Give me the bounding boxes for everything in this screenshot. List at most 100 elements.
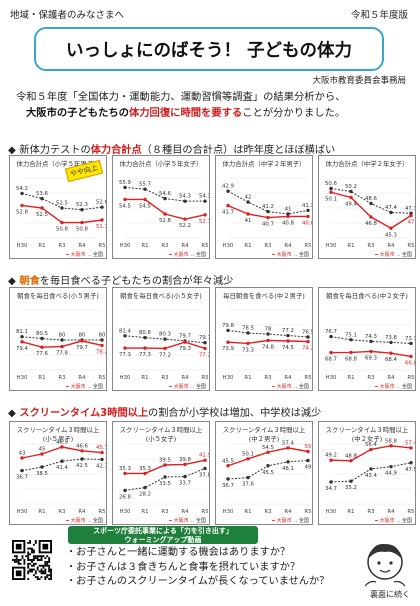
x-tick-label: H30 [17, 509, 28, 515]
data-point [183, 462, 187, 467]
data-label: 41.2 [262, 204, 274, 210]
legend-osaka: ━ 大阪市 [374, 251, 395, 258]
data-point [183, 474, 187, 479]
data-label: 47.3 [405, 206, 416, 212]
data-point [20, 456, 24, 460]
data-label: 26.8 [119, 494, 132, 500]
chart-title: スクリーンタイム３時間以上(小５女子) [119, 426, 203, 443]
data-label: 79.4 [16, 346, 29, 352]
x-tick-label: R1 [244, 509, 251, 515]
data-label: 42 [245, 195, 252, 201]
x-tick-label: R3 [367, 375, 374, 381]
data-point [329, 186, 333, 191]
data-label: 45 [39, 447, 46, 453]
data-label: 81.1 [16, 329, 28, 335]
chart-title: 体力合計点（中学２年女子） [325, 160, 409, 168]
x-tick-label: R5 [304, 243, 311, 249]
data-point [163, 346, 167, 351]
x-tick-label: R1 [141, 509, 148, 515]
data-label: 41.4 [56, 465, 69, 471]
data-point [306, 214, 310, 219]
data-label: 43.4 [365, 473, 378, 479]
data-point [409, 213, 413, 218]
data-point [329, 458, 333, 462]
data-label: 48.1 [282, 466, 294, 472]
bullet-item: ・お子さんは３食きちんと食事を摂れていますか？ [66, 561, 301, 573]
data-label: 47.4 [385, 205, 398, 211]
x-tick-label: R4 [78, 243, 86, 249]
data-point [266, 215, 270, 220]
x-tick-label: R1 [244, 375, 251, 381]
data-point [123, 471, 127, 476]
data-label: 45.3 [385, 232, 397, 238]
legend-osaka: ━ 大阪市 [65, 517, 86, 524]
x-tick-label: R3 [367, 509, 374, 515]
data-point [40, 206, 44, 210]
data-point [306, 339, 310, 344]
data-label: 48.5 [56, 440, 68, 446]
data-label: 42.5 [76, 463, 88, 469]
data-label: 80.3 [159, 332, 171, 338]
chart-title: スクリーンタイム３時間以上(小５男子) [16, 426, 100, 443]
section-screentime-heading: ◆ スクリーンタイム3時間以上の割合が小学校は増加、中学校は減少 [8, 408, 322, 419]
section-breakfast-heading: ◆ 朝食を毎日食べる子どもたちの割合が年々減少 [8, 276, 234, 287]
data-point [203, 199, 207, 203]
intro-line-1: 令和５年度「全国体力・運動能力、運動習慣等調査」の結果分析から、 [16, 91, 346, 103]
x-tick-label: R1 [244, 243, 251, 249]
x-tick-label: R1 [141, 375, 148, 381]
intro-bold: 大阪市の子どもたちの [26, 106, 129, 119]
author-label: 大阪市教育委員会事務局 [312, 76, 406, 86]
data-point [369, 447, 373, 452]
x-tick-label: R1 [38, 509, 45, 515]
data-label: 46.8 [365, 221, 378, 227]
data-label: 54.5 [262, 445, 274, 451]
data-point [40, 345, 44, 349]
x-tick-label: R4 [181, 243, 189, 249]
data-point [286, 212, 290, 216]
video-banner[interactable]: スポーツ庁委託事業による「力を引き出す」 ウォーミングアップ動画 [68, 526, 258, 544]
data-label: 43 [19, 451, 26, 457]
x-tick-label: R1 [141, 243, 148, 249]
line-chart: 54.2 53.6 52.5 52.3 52.6 52.8 52.5 50.8 50.8 51.1… [16, 177, 106, 258]
chart-panel: スクリーンタイム３時間以上(小５女子) 35.3 35.3 39.5 39.8 41.9 2… [112, 421, 210, 525]
data-label: 68.4 [385, 357, 398, 363]
data-label: 28.2 [139, 492, 151, 498]
data-point [349, 189, 353, 194]
line-chart: 49.2 48.8 56.4 58.8 57.4 34.7 35.2 43.4 44.9 47.5… [325, 438, 415, 524]
data-point [246, 457, 250, 461]
x-tick-label: R1 [347, 509, 354, 515]
x-tick-label: H30 [223, 375, 234, 381]
data-label: 39.5 [159, 458, 171, 464]
qr-code[interactable] [12, 540, 52, 580]
chart-title: 毎日朝食を食べる(中２男子) [223, 292, 305, 300]
data-point [349, 195, 353, 200]
data-point [60, 338, 64, 342]
data-point [203, 341, 207, 345]
data-point [286, 333, 290, 338]
legend-osaka: ━ 大阪市 [271, 251, 292, 258]
data-label: 42.3 [96, 463, 107, 469]
x-tick-label: R3 [264, 509, 271, 515]
data-point [100, 450, 104, 455]
data-label: 78 [265, 327, 272, 333]
data-label: 74.5 [282, 345, 294, 351]
data-label: 74.3 [365, 334, 377, 340]
data-point [389, 464, 393, 469]
data-point [349, 350, 353, 355]
data-label: 45.7 [96, 445, 107, 451]
legend-osaka: ━ 大阪市 [65, 251, 86, 258]
data-label: 54.5 [139, 203, 151, 209]
data-label: 80.5 [36, 331, 48, 337]
data-point [163, 212, 167, 216]
data-point [143, 335, 147, 340]
data-label: 77.2 [159, 352, 171, 358]
x-tick-label: R3 [161, 243, 168, 249]
data-label: 55.9 [119, 180, 132, 186]
data-point [349, 479, 353, 483]
data-point [20, 203, 24, 208]
data-point [329, 480, 333, 484]
data-point [389, 210, 393, 215]
data-label: 33.7 [179, 481, 191, 487]
data-label: 50.2 [345, 184, 357, 190]
